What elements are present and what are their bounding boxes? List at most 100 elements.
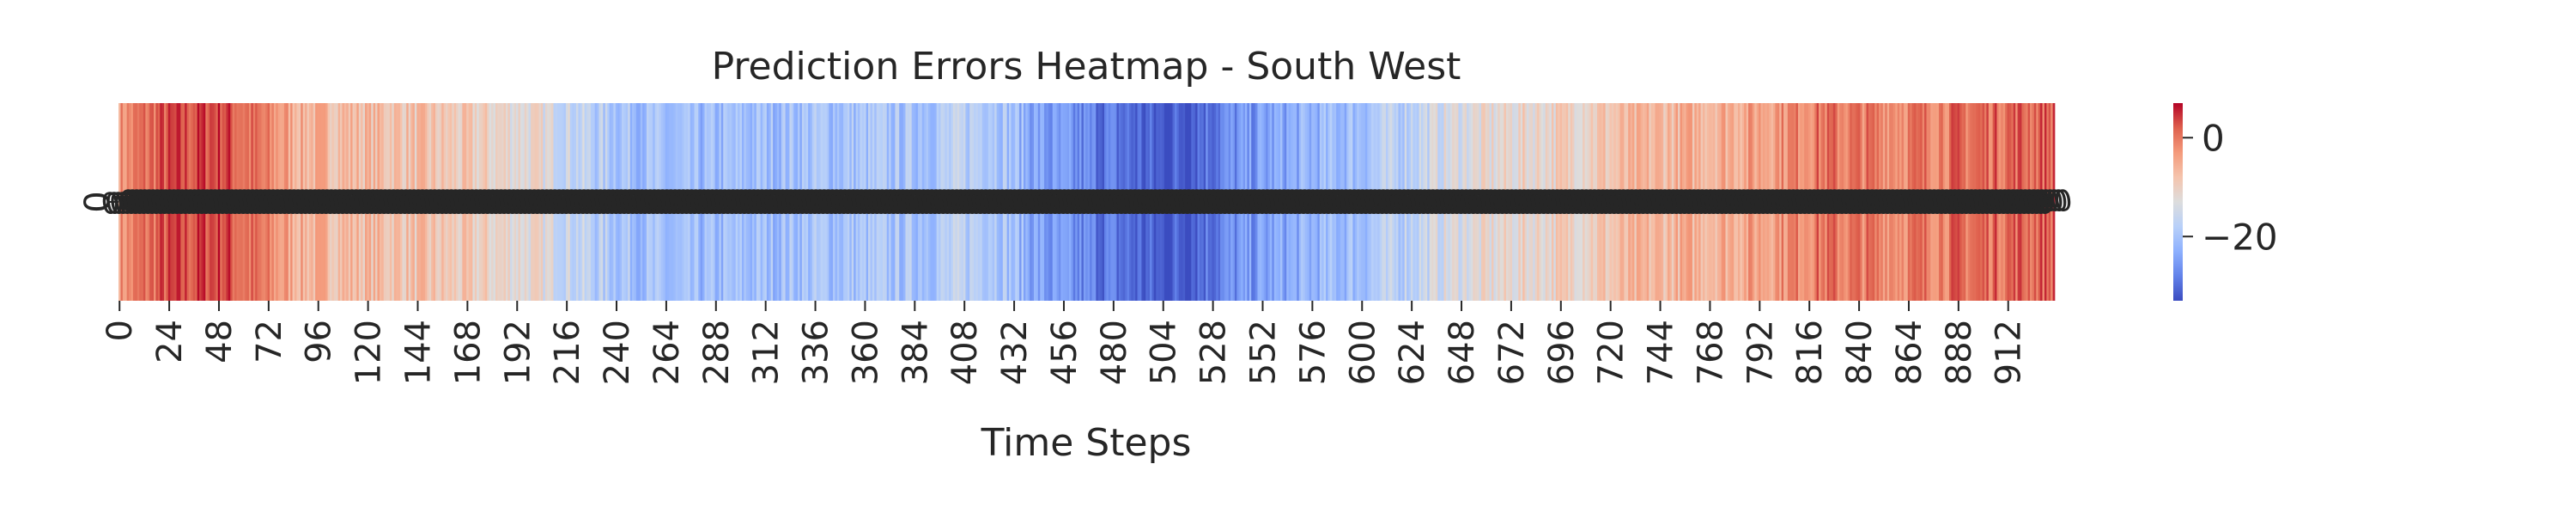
heatmap-cell	[644, 103, 647, 301]
heatmap-cell	[559, 103, 562, 301]
cell-annotation: 00	[99, 183, 140, 223]
heatmap-cell	[814, 103, 817, 301]
heatmap-cell	[161, 103, 165, 301]
heatmap-cell	[787, 103, 790, 301]
heatmap-cell	[640, 103, 643, 301]
heatmap-cell	[526, 103, 529, 301]
colorbar-tick-label: 0	[2202, 117, 2225, 159]
heatmap-cell	[342, 103, 345, 301]
heatmap-cell	[1970, 103, 1972, 301]
heatmap-cell	[1570, 103, 1573, 301]
x-tick-label: 600	[1343, 320, 1382, 385]
cell-annotation: 00	[1218, 183, 1259, 223]
colorbar: 0 −20	[2173, 103, 2278, 301]
cell-annotation: 00	[1205, 183, 1246, 223]
heatmap-cell	[727, 103, 730, 301]
heatmap-cell	[1323, 103, 1327, 301]
heatmap-cell	[323, 103, 326, 301]
cell-annotation: 00	[124, 183, 165, 223]
cell-annotation: 00	[1975, 183, 2016, 223]
heatmap-cell	[356, 103, 360, 301]
heatmap-cell	[499, 103, 502, 301]
cell-annotation: 00	[1532, 183, 1573, 223]
heatmap-cell	[683, 103, 687, 301]
heatmap-cell	[1543, 103, 1546, 301]
heatmap-cell	[829, 103, 831, 301]
cell-annotation: 00	[1598, 183, 1639, 223]
heatmap-cell	[1394, 103, 1397, 301]
cell-annotation: 00	[1764, 183, 1805, 223]
heatmap-cell	[1688, 103, 1691, 301]
heatmap-cell	[251, 103, 254, 301]
cell-annotation: 00	[823, 183, 865, 223]
x-tick-label: 504	[1145, 320, 1184, 385]
heatmap-cell	[811, 103, 815, 301]
heatmap-cell	[1669, 103, 1673, 301]
heatmap-cell	[1346, 103, 1349, 301]
cell-annotation: 00	[646, 183, 687, 223]
heatmap-cell	[1945, 103, 1947, 301]
cell-annotation: 00	[1942, 183, 1984, 223]
heatmap-cell	[1023, 103, 1026, 301]
heatmap-cell	[909, 103, 913, 301]
cell-annotation: 00	[215, 183, 256, 223]
cell-annotation: 00	[1570, 183, 1611, 223]
heatmap-cell	[1572, 103, 1575, 301]
heatmap-cell	[1611, 103, 1614, 301]
heatmap-cell	[1454, 103, 1457, 301]
heatmap-cell	[1375, 103, 1378, 301]
cell-annotation: 00	[836, 183, 878, 223]
heatmap-cell	[544, 103, 548, 301]
heatmap-cell	[1493, 103, 1497, 301]
cell-annotation: 00	[605, 183, 646, 223]
cell-annotation: 00	[1048, 183, 1089, 223]
heatmap-cell	[835, 103, 838, 301]
cell-annotation: 00	[1495, 183, 1536, 223]
cell-annotation: 00	[173, 183, 215, 223]
heatmap-cell	[483, 103, 486, 301]
heatmap-cell	[889, 103, 891, 301]
heatmap-cell	[1218, 103, 1221, 301]
cell-annotation: 00	[1080, 183, 1121, 223]
cell-annotation: 00	[1818, 183, 1859, 223]
heatmap-cell	[337, 103, 341, 301]
heatmap-cell	[1115, 103, 1117, 301]
cell-annotation: 00	[1523, 183, 1564, 223]
heatmap-cell	[1618, 103, 1620, 301]
heatmap-cell	[926, 103, 929, 301]
cell-annotation: 00	[1346, 183, 1387, 223]
heatmap-cell	[971, 103, 975, 301]
heatmap-cell	[1649, 103, 1652, 301]
heatmap-cell	[632, 103, 635, 301]
heatmap-cell	[1547, 103, 1550, 301]
heatmap-cell	[1957, 103, 1960, 301]
heatmap-cells	[118, 103, 2056, 301]
heatmap-cell	[1054, 103, 1057, 301]
x-tick-label: 0	[100, 320, 140, 341]
heatmap-cell	[217, 103, 221, 301]
heatmap-cell	[1586, 103, 1589, 301]
cell-annotation: 00	[1134, 183, 1176, 223]
cell-annotation: 00	[1664, 183, 1705, 223]
cell-annotation: 00	[678, 183, 720, 223]
cell-annotation: 00	[1648, 183, 1689, 223]
cell-annotation: 00	[762, 183, 803, 223]
cell-annotation: 00	[144, 183, 185, 223]
heatmap-cell	[665, 103, 668, 301]
heatmap-cell	[1437, 103, 1441, 301]
heatmap-cell	[1110, 103, 1113, 301]
cell-annotation: 00	[1710, 183, 1752, 223]
x-tick-label: 864	[1890, 320, 1929, 385]
heatmap-cell	[1176, 103, 1180, 301]
heatmap-cell	[839, 103, 842, 301]
heatmap-cell	[1402, 103, 1406, 301]
heatmap-cell	[1709, 103, 1711, 301]
heatmap-cell	[851, 103, 854, 301]
cell-annotation: 00	[1656, 183, 1698, 223]
cell-annotation: 00	[401, 183, 442, 223]
heatmap-cell	[713, 103, 715, 301]
heatmap-cell	[1234, 103, 1237, 301]
heatmap-cell	[424, 103, 428, 301]
heatmap-cell	[1185, 103, 1188, 301]
heatmap-cell	[387, 103, 391, 301]
